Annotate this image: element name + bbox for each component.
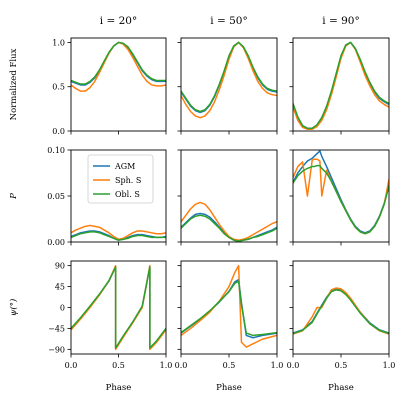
row-3-ylabel: ψ(°) (8, 299, 19, 317)
legend: AGM Sph. S Obl. S (87, 154, 154, 204)
series-obl-s-line (71, 41, 166, 85)
series-obl-s-line (181, 280, 277, 337)
x-tick-label: 1.0 (383, 361, 396, 370)
legend-entry-label: AGM (114, 162, 135, 171)
column-title-3: i = 90° (322, 15, 359, 27)
panel-r3-c1: 90 45 0 −45 −900.0 0.5 1.0 Phase (48, 260, 173, 393)
panel-r3-c2: 0.0 0.5 1.0 Phase (175, 260, 284, 393)
x-axis-label: Phase (328, 383, 354, 393)
x-tick-label: 0.0 (175, 361, 188, 370)
y-tick-label: 0.10 (47, 146, 65, 155)
series-obl-s-line (181, 41, 277, 113)
y-tick-label: 0.0 (52, 127, 65, 136)
x-tick-label: 1.0 (271, 361, 284, 370)
y-tick-label: −45 (48, 324, 65, 333)
x-tick-label: 0.0 (65, 361, 78, 370)
legend-entry-label: Sph. S (115, 176, 141, 185)
y-tick-label: 45 (55, 283, 65, 292)
series-sph-s-line (71, 264, 166, 351)
legend-box (87, 154, 154, 204)
row-1-ylabel: Normalized Flux (9, 48, 19, 120)
panel-r2-c1: 0.00 0.05 0.10 AGM Sph. S Obl. S (47, 146, 167, 247)
series-agm-line (71, 265, 166, 350)
panel-frame (180, 260, 278, 355)
y-tick-label: 1.0 (52, 38, 65, 47)
panel-r1-c1: 0.0 0.5 1.0 (52, 37, 167, 136)
y-tick-label: 0.5 (52, 83, 65, 92)
legend-entry-label: Obl. S (115, 190, 140, 199)
series-obl-s-line (71, 266, 166, 349)
series-sph-s-line (181, 264, 277, 348)
x-tick-label: 0.0 (287, 361, 300, 370)
series-obl-s-line (293, 41, 389, 130)
series-sph-s-line (181, 41, 277, 119)
panel-r1-c2 (177, 37, 278, 135)
x-tick-label: 0.5 (335, 361, 348, 370)
series-obl-s-line (293, 164, 389, 235)
y-tick-label: −90 (48, 345, 65, 354)
panel-r1-c3 (289, 37, 390, 135)
y-tick-label: 0 (60, 304, 65, 313)
panel-r2-c3 (289, 149, 390, 246)
x-tick-label: 0.5 (112, 361, 125, 370)
panel-frame (70, 260, 167, 355)
panel-frame (180, 149, 278, 243)
x-tick-label: 1.0 (160, 361, 173, 370)
y-tick-label: 0.00 (47, 238, 65, 247)
x-axis-label: Phase (106, 383, 132, 393)
series-obl-s-line (181, 214, 277, 242)
panel-r2-c2 (177, 149, 278, 246)
panel-r3-c3: 0.0 0.5 1.0 Phase (287, 260, 396, 393)
x-tick-label: 0.5 (223, 361, 236, 370)
column-title-2: i = 50° (210, 15, 247, 27)
series-sph-s-line (71, 224, 166, 240)
series-obl-s-line (293, 289, 389, 335)
y-tick-label: 90 (55, 262, 65, 271)
row-2-ylabel: P (9, 193, 19, 200)
series-obl-s-line (71, 231, 166, 241)
series-agm-line (181, 278, 277, 339)
panel-frame (292, 37, 390, 132)
panel-frame (292, 260, 390, 355)
y-tick-label: 0.05 (47, 192, 65, 201)
x-axis-label: Phase (216, 383, 242, 393)
series-agm-line (181, 41, 277, 114)
series-sph-s-line (293, 158, 389, 235)
column-title-1: i = 20° (100, 15, 137, 27)
